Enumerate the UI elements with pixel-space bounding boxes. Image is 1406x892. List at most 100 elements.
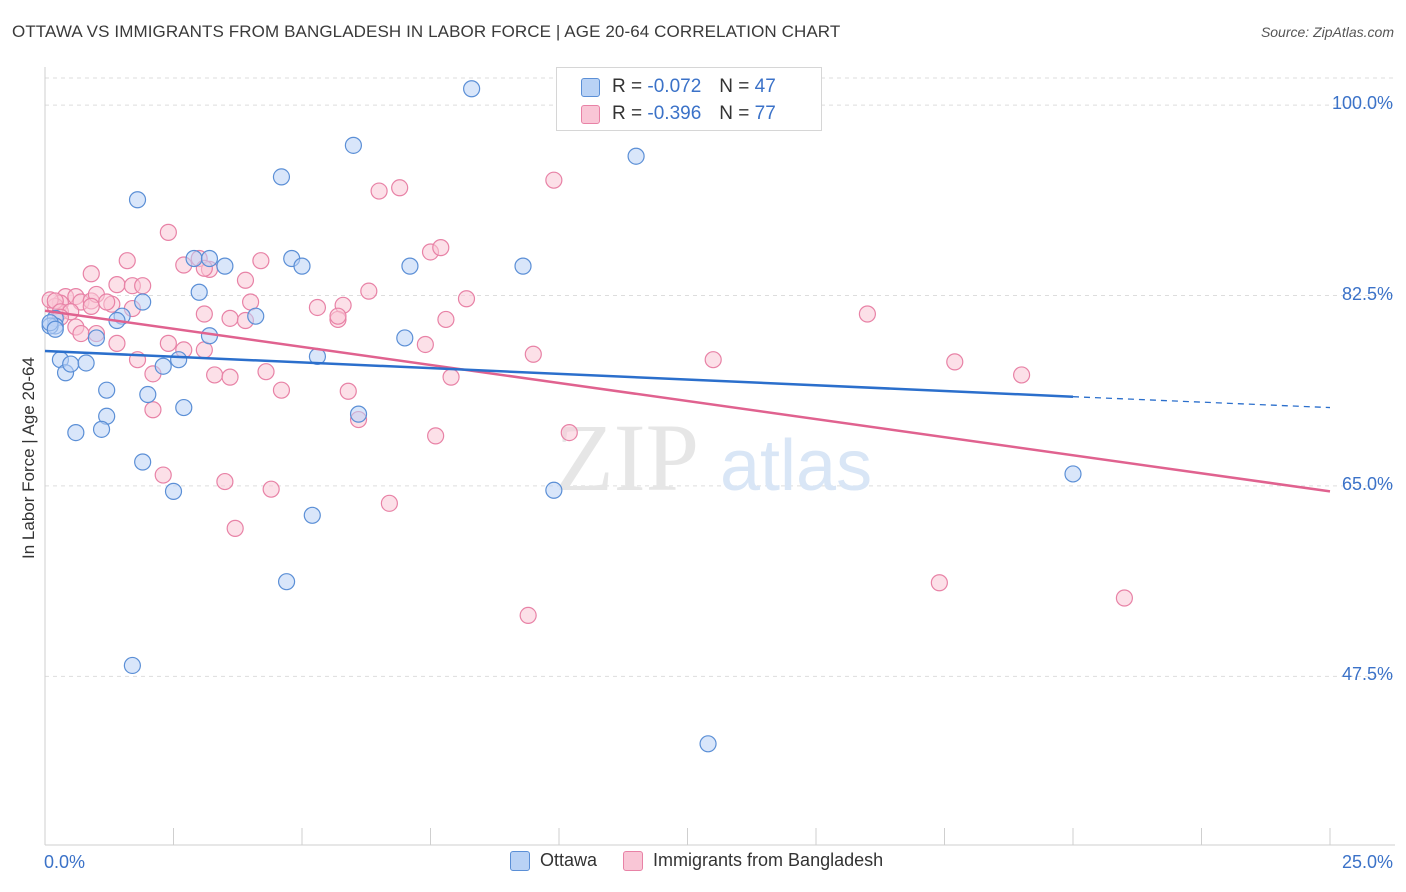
n-label: N = bbox=[719, 76, 750, 97]
legend-item-ottawa: Ottawa bbox=[510, 850, 597, 871]
bangladesh-point bbox=[704, 351, 722, 369]
ottawa-point bbox=[98, 381, 116, 399]
bangladesh-point bbox=[272, 381, 291, 399]
bangladesh-point bbox=[195, 305, 213, 323]
r-value: -0.072 bbox=[647, 76, 702, 97]
ottawa-point bbox=[134, 453, 152, 471]
ottawa-point bbox=[303, 506, 321, 524]
bangladesh-point bbox=[252, 252, 270, 270]
bangladesh-point bbox=[524, 345, 542, 363]
bangladesh-point bbox=[108, 334, 126, 352]
bangladesh-point bbox=[457, 290, 476, 308]
bangladesh-point bbox=[946, 353, 964, 371]
watermark: ZIP atlas bbox=[555, 404, 872, 511]
ottawa-point bbox=[139, 385, 157, 404]
ottawa-point bbox=[545, 481, 563, 499]
bangladesh-points bbox=[41, 171, 1134, 625]
bangladesh-point bbox=[1115, 589, 1134, 607]
axes bbox=[44, 67, 1395, 846]
x-tick-label-min: 0.0% bbox=[44, 852, 86, 872]
r-label: R = bbox=[612, 103, 643, 124]
y-tick-label: 82.5% bbox=[1341, 283, 1393, 304]
ottawa-point bbox=[247, 307, 265, 325]
ottawa-point bbox=[128, 191, 147, 209]
bangladesh-point bbox=[159, 223, 177, 241]
bangladesh-point bbox=[154, 466, 172, 484]
bangladesh-point bbox=[360, 282, 378, 300]
bangladesh-point bbox=[380, 494, 398, 512]
ottawa-point bbox=[164, 482, 183, 500]
ottawa-point bbox=[175, 398, 193, 417]
ottawa-point bbox=[277, 573, 296, 591]
r-label: R = bbox=[612, 76, 643, 97]
legend-label: Immigrants from Bangladesh bbox=[653, 850, 884, 870]
bangladesh-point bbox=[858, 305, 877, 323]
chart-title: OTTAWA VS IMMIGRANTS FROM BANGLADESH IN … bbox=[12, 22, 841, 41]
bangladesh-point bbox=[391, 179, 409, 197]
bangladesh-point bbox=[221, 309, 239, 327]
y-tick-label: 100.0% bbox=[1331, 93, 1393, 114]
ottawa-point bbox=[349, 405, 368, 423]
series-legend: Ottawa Immigrants from Bangladesh bbox=[510, 850, 909, 871]
bangladesh-point bbox=[82, 297, 100, 315]
n-label: N = bbox=[719, 103, 750, 124]
bangladesh-swatch bbox=[623, 850, 644, 871]
ottawa-point bbox=[77, 354, 95, 372]
ottawa-point bbox=[46, 320, 64, 338]
ottawa-point bbox=[272, 168, 291, 186]
ottawa-point bbox=[185, 249, 203, 268]
bangladesh-point bbox=[82, 265, 100, 283]
y-tick-label: 65.0% bbox=[1341, 473, 1393, 494]
ottawa-point bbox=[190, 283, 208, 301]
bangladesh-point bbox=[437, 310, 455, 329]
bangladesh-point bbox=[98, 293, 116, 311]
ottawa-point bbox=[401, 257, 419, 275]
bangladesh-point bbox=[308, 298, 327, 317]
ottawa-swatch bbox=[581, 77, 600, 97]
bangladesh-point bbox=[427, 427, 445, 445]
ottawa-point bbox=[699, 735, 717, 753]
bangladesh-point bbox=[1012, 366, 1031, 384]
bangladesh-point bbox=[118, 252, 136, 270]
bangladesh-point bbox=[416, 335, 434, 354]
stats-row-ottawa: R = -0.072 N = 47 bbox=[581, 75, 776, 99]
r-value: -0.396 bbox=[647, 103, 702, 124]
ottawa-point bbox=[463, 80, 481, 98]
bangladesh-point bbox=[72, 324, 90, 343]
stats-row-bangladesh: R = -0.396 N = 77 bbox=[581, 102, 776, 126]
ottawa-point bbox=[293, 257, 311, 275]
bangladesh-point bbox=[257, 363, 275, 381]
ottawa-swatch bbox=[510, 850, 530, 871]
y-axis-label: In Labor Force | Age 20-64 bbox=[19, 357, 38, 559]
bangladesh-point bbox=[159, 334, 177, 352]
ottawa-point bbox=[514, 257, 532, 275]
bangladesh-point bbox=[216, 472, 234, 491]
n-value: 47 bbox=[754, 76, 776, 97]
bangladesh-point bbox=[236, 271, 255, 289]
x-tick-label-max: 25.0% bbox=[1341, 852, 1393, 872]
bangladesh-point bbox=[226, 519, 244, 537]
legend-label: Ottawa bbox=[540, 850, 598, 870]
stats-legend: R = -0.072 N = 47 R = -0.396 N = 77 bbox=[556, 67, 822, 131]
bangladesh-point bbox=[545, 171, 563, 189]
bangladesh-point bbox=[329, 307, 347, 325]
bangladesh-point bbox=[144, 401, 162, 419]
ottawa-point bbox=[87, 329, 106, 347]
ottawa-points bbox=[41, 80, 1082, 753]
ottawa-point bbox=[1064, 465, 1082, 483]
ottawa-point bbox=[216, 257, 234, 275]
bangladesh-swatch bbox=[581, 104, 600, 124]
ottawa-point bbox=[627, 147, 645, 165]
bangladesh-point bbox=[339, 382, 357, 400]
ottawa-point bbox=[134, 293, 152, 311]
bangladesh-point bbox=[560, 424, 578, 442]
n-value: 77 bbox=[754, 103, 776, 124]
bangladesh-point bbox=[108, 276, 126, 294]
bangladesh-trend-line bbox=[44, 309, 1331, 493]
bangladesh-point bbox=[262, 480, 280, 498]
bangladesh-point bbox=[221, 368, 239, 386]
grid-lines bbox=[45, 77, 1395, 677]
ottawa-trend-line bbox=[44, 349, 1074, 398]
ottawa-point bbox=[67, 424, 85, 442]
